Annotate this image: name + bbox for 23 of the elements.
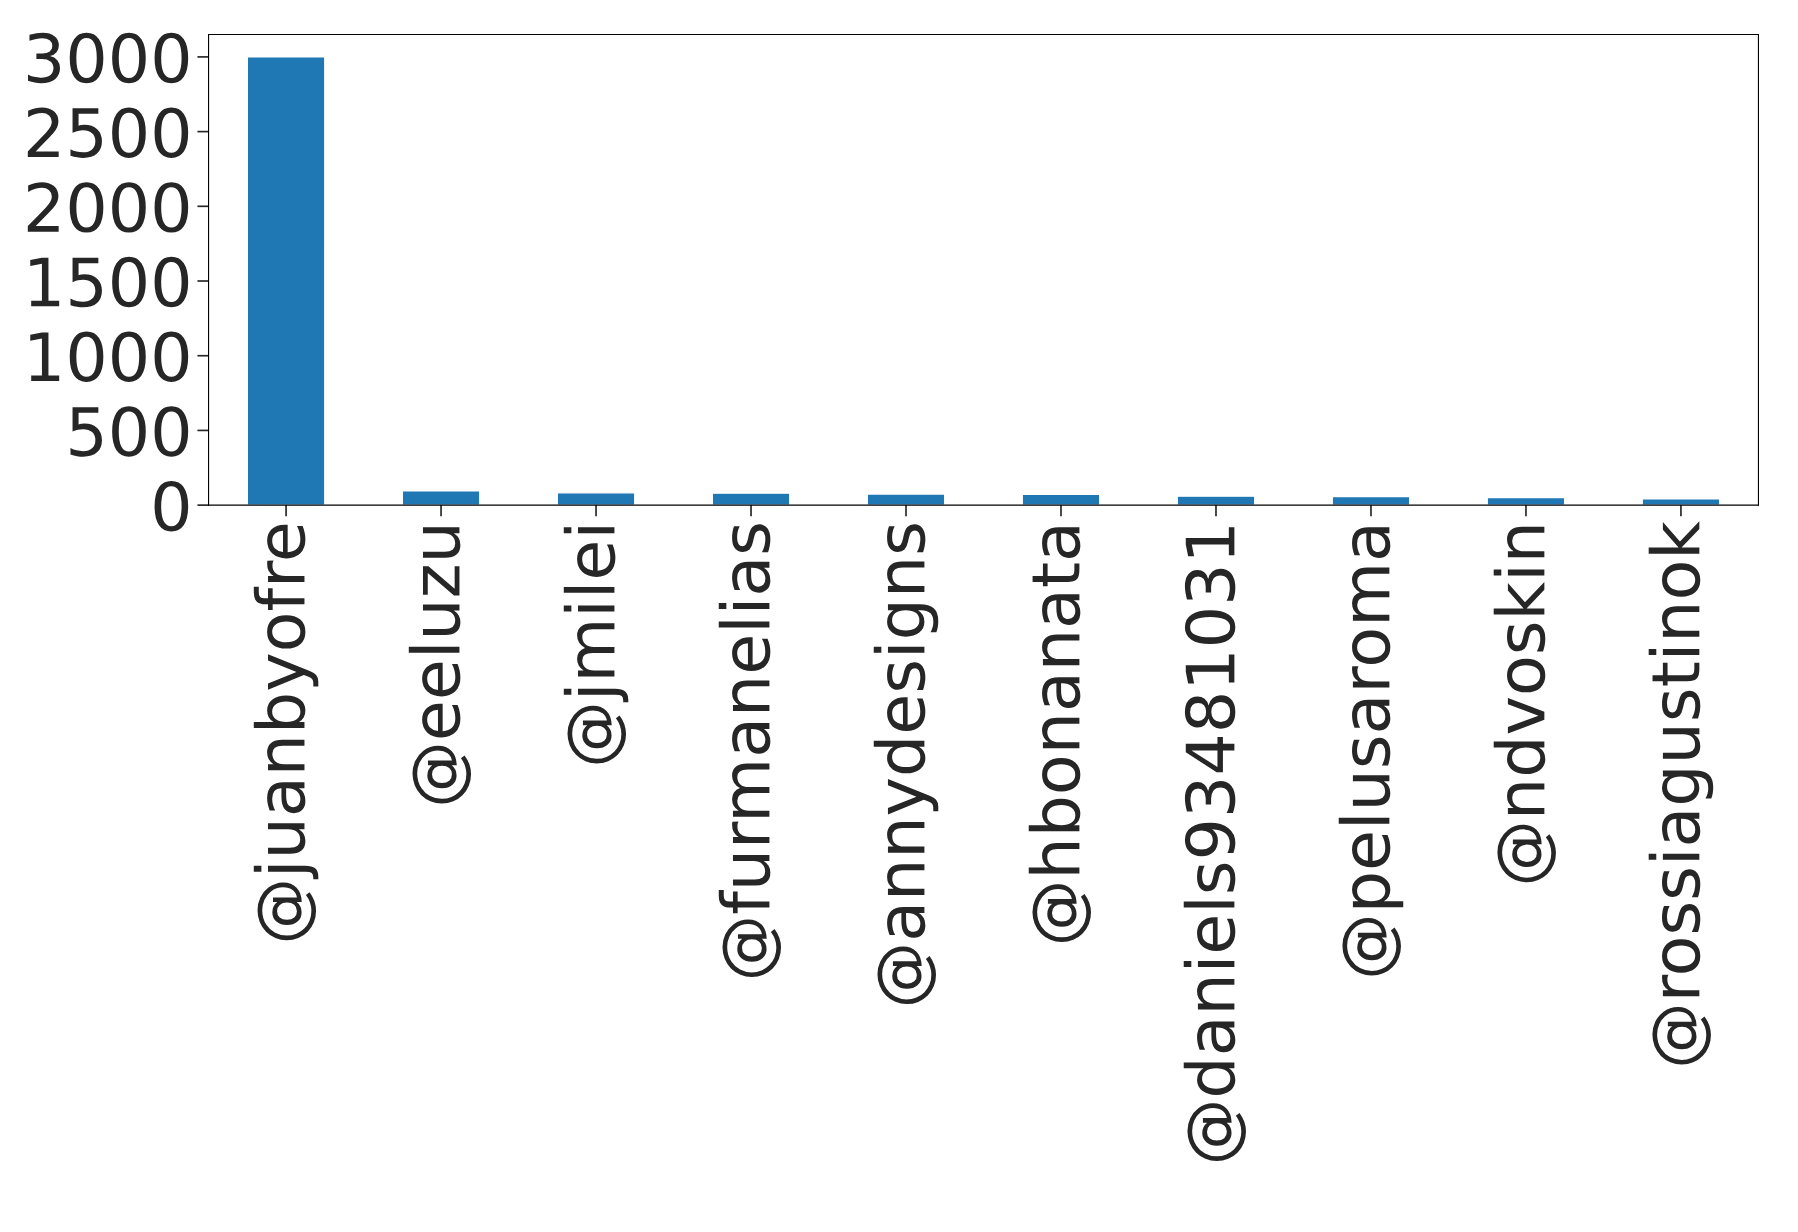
x-tick-label: @jmilei — [563, 527, 629, 764]
y-tick-label: 3000 — [28, 32, 189, 84]
x-tick-label: @furmanelias — [718, 524, 782, 978]
bar — [401, 490, 481, 506]
bar — [556, 492, 636, 506]
x-tick-label: @rossiagustinok — [1648, 521, 1714, 1065]
y-tick-label: 1500 — [30, 256, 189, 308]
x-tick-label: @hbonanata — [1028, 527, 1091, 942]
y-tick-label: 500 — [70, 406, 189, 457]
y-tick-label: 2500 — [27, 107, 189, 158]
x-tick-label: @juanbyofre — [253, 524, 319, 941]
x-tick-label: @annydesigns — [873, 524, 939, 1005]
y-tick-label: 1000 — [30, 331, 189, 382]
bar — [711, 492, 791, 506]
x-tick-label: @eeluzu — [408, 527, 472, 804]
x-tick-label: @ndvoskin — [1493, 526, 1556, 883]
y-tick-label: 0 — [154, 480, 189, 532]
x-tick-label: @daniels93481031 — [1183, 527, 1246, 1161]
bar — [1176, 495, 1256, 506]
bar — [866, 493, 946, 506]
y-tick-label: 2000 — [27, 182, 189, 233]
x-tick-label: @pelusaroma — [1338, 527, 1404, 976]
bar — [246, 56, 326, 506]
